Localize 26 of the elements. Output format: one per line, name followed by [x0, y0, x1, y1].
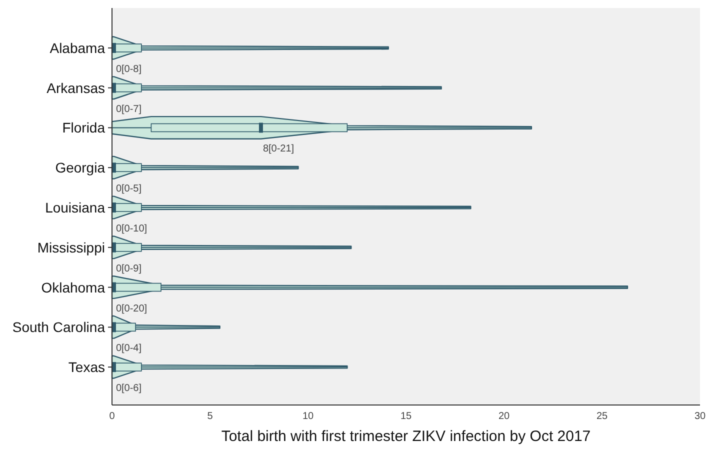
annotation: 0[0-5]: [116, 184, 142, 195]
x-tick-label: 30: [694, 411, 706, 422]
annotation: 0[0-20]: [116, 303, 148, 314]
y-tick-label: Alabama: [50, 40, 106, 56]
annotation: 0[0-7]: [116, 104, 142, 115]
x-tick-label: 0: [109, 411, 116, 422]
y-tick-label: Oklahoma: [41, 279, 106, 296]
annotation: 8[0-21]: [262, 144, 294, 155]
y-tick-label: Georgia: [55, 160, 106, 176]
y-tick-label: Florida: [62, 120, 106, 136]
x-tick-label: 10: [302, 411, 314, 422]
y-tick-label: Texas: [68, 359, 105, 376]
x-axis-title: Total birth with first trimester ZIKV infection by Oct 2017: [221, 428, 591, 445]
y-tick-label: Louisiana: [45, 200, 106, 216]
annotation: 0[0-6]: [116, 383, 142, 394]
y-tick-label: South Carolina: [12, 319, 106, 336]
annotation: 0[0-4]: [116, 343, 142, 354]
annotation: 0[0-8]: [116, 64, 142, 75]
y-tick-label: Mississippi: [37, 239, 105, 256]
x-tick-label: 20: [498, 411, 510, 422]
annotation: 0[0-9]: [116, 263, 142, 274]
x-tick-label: 5: [207, 411, 214, 422]
annotation: 0[0-10]: [116, 224, 148, 234]
y-tick-label: Arkansas: [46, 80, 105, 96]
x-tick-label: 15: [400, 411, 412, 422]
x-tick-label: 25: [596, 411, 608, 422]
